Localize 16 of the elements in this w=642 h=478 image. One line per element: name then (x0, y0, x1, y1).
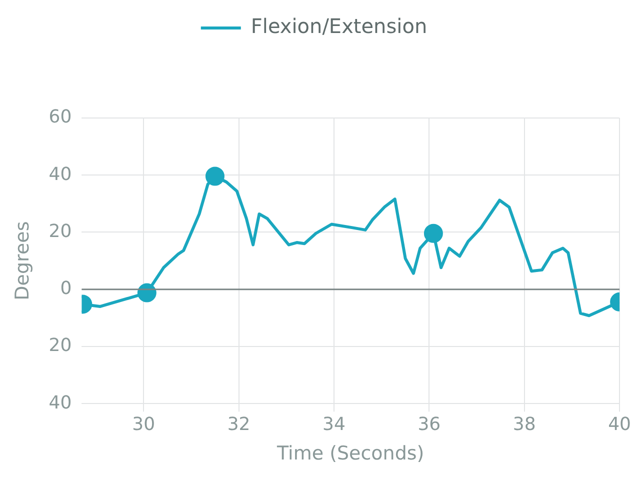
y-tick-label: 60 (48, 106, 72, 128)
legend-label: Flexion/Extension (250, 14, 428, 38)
y-tick-label: 0 (60, 278, 72, 300)
y-tick-label: 20 (48, 220, 72, 242)
x-tick-label: 38 (512, 414, 536, 436)
y-tick-label: 20 (48, 335, 72, 356)
x-tick-label: 34 (322, 414, 346, 436)
x-tick-label: 32 (227, 414, 250, 436)
x-axis-title: Time (Seconds) (276, 442, 424, 465)
point (205, 166, 224, 186)
x-tick-label: 40 (608, 414, 631, 436)
y-tick-label: 40 (48, 164, 72, 185)
x-tick-label: 36 (418, 414, 441, 436)
x-tick-label: 30 (132, 414, 156, 436)
y-axis-title: Degrees (11, 221, 34, 300)
y-tick-label: 40 (48, 392, 72, 414)
